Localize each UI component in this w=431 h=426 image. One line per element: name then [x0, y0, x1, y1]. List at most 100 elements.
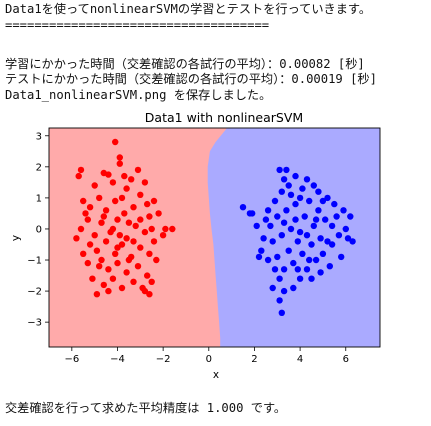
output-line-test-time: テストにかかった時間（交差確認の各試行の平均）：0.00019 [秒]	[5, 72, 377, 86]
data-point-blue	[278, 232, 285, 239]
data-point-blue	[324, 194, 331, 202]
data-point-blue	[296, 275, 304, 282]
data-point-blue	[306, 256, 313, 264]
data-point-red	[112, 197, 119, 205]
data-point-blue	[310, 222, 317, 230]
output-separator: ====================================	[5, 18, 270, 32]
data-point-red	[141, 287, 149, 295]
data-point-blue	[312, 216, 320, 223]
data-point-red	[123, 185, 130, 192]
data-point-red	[116, 232, 124, 239]
data-point-red	[159, 232, 167, 239]
data-point-blue	[290, 284, 297, 292]
data-point-red	[150, 238, 158, 245]
data-point-red	[118, 194, 126, 202]
data-point-red	[109, 275, 117, 282]
data-point-blue	[262, 216, 270, 223]
x-axis-label: x	[213, 369, 219, 381]
data-point-blue	[312, 256, 320, 264]
x-tick-label: 6	[343, 354, 349, 365]
data-point-blue	[333, 213, 340, 220]
x-tick-label: −2	[156, 354, 171, 365]
chart-svg: Data1 with nonlinearSVM −6 −4 −2 0 2 4 6 −3 −2 −1…	[10, 110, 381, 381]
data-point-red	[148, 225, 155, 233]
data-point-blue	[299, 185, 306, 192]
data-point-blue	[308, 275, 315, 282]
data-point-blue	[303, 232, 311, 239]
data-point-red	[93, 291, 101, 298]
data-point-blue	[292, 172, 299, 180]
output-line-saved: Data1_nonlinearSVM.png を保存しました。	[5, 88, 272, 102]
data-point-red	[125, 219, 133, 226]
data-point-blue	[296, 194, 304, 202]
chart: Data1 with nonlinearSVM −6 −4 −2 0 2 4 6 −3 −2 −1…	[0, 108, 431, 390]
data-point-blue	[271, 266, 279, 273]
data-point-blue	[278, 309, 285, 316]
data-point-blue	[276, 166, 283, 174]
data-point-blue	[292, 200, 299, 208]
data-point-red	[130, 204, 137, 211]
data-point-red	[96, 194, 103, 202]
data-point-blue	[317, 269, 324, 276]
data-point-blue	[340, 207, 347, 214]
data-point-blue	[271, 197, 279, 205]
data-point-red	[141, 179, 149, 186]
data-point-red	[137, 191, 144, 198]
data-point-blue	[290, 259, 297, 267]
data-point-red	[125, 256, 133, 264]
data-point-blue	[276, 275, 283, 282]
data-point-blue	[246, 210, 254, 217]
data-point-blue	[299, 250, 306, 257]
data-point-blue	[310, 182, 317, 189]
data-point-blue	[280, 287, 288, 295]
data-point-red	[150, 197, 158, 205]
data-point-red	[146, 213, 153, 220]
data-point-red	[77, 225, 85, 233]
data-point-red	[75, 172, 82, 180]
data-point-red	[84, 259, 92, 267]
output-line-accuracy: 交差確認を行って求めた平均精度は 1.000 です。	[5, 401, 287, 415]
y-tick-label: −1	[27, 256, 42, 267]
data-point-red	[134, 263, 142, 270]
data-point-red	[114, 259, 121, 267]
data-point-red	[155, 210, 162, 217]
plot-area: −6 −4 −2 0 2 4 6 −3 −2 −1 0 1 2 3	[27, 127, 381, 365]
data-point-blue	[264, 207, 272, 214]
data-point-red	[123, 235, 130, 242]
y-tick-label: 0	[36, 224, 42, 235]
data-point-blue	[308, 241, 315, 248]
data-point-blue	[319, 250, 327, 257]
data-point-blue	[287, 225, 295, 233]
data-point-red	[144, 200, 151, 208]
data-point-red	[148, 278, 155, 285]
data-point-red	[141, 228, 149, 236]
data-point-blue	[294, 238, 301, 245]
x-tick-label: 0	[206, 354, 212, 365]
data-point-blue	[274, 213, 281, 220]
data-point-blue	[285, 247, 292, 254]
data-point-blue	[280, 176, 288, 183]
data-point-red	[137, 244, 144, 251]
data-point-blue	[319, 197, 327, 205]
data-point-red	[169, 225, 176, 233]
data-point-blue	[317, 235, 324, 242]
data-point-red	[105, 171, 112, 178]
output-line-intro: Data1を使ってnonlinearSVMの学習とテストを行っていきます。	[5, 2, 372, 16]
data-point-blue	[338, 253, 345, 261]
x-tick-label: −6	[64, 354, 79, 365]
x-tick-label: 4	[297, 354, 303, 365]
data-point-red	[118, 241, 126, 248]
data-point-red	[102, 238, 110, 245]
data-point-red	[121, 210, 128, 217]
data-point-red	[146, 250, 153, 257]
data-point-red	[100, 213, 108, 220]
data-point-red	[128, 176, 135, 183]
data-point-red	[100, 281, 108, 289]
y-tick-label: −2	[27, 287, 42, 298]
output-line-train-time: 学習にかかった時間（交差確認の各試行の平均）：0.00082 [秒]	[5, 57, 365, 71]
data-point-red	[86, 204, 94, 211]
data-point-blue	[258, 247, 265, 254]
data-point-red	[112, 138, 119, 146]
data-point-blue	[331, 200, 338, 208]
data-point-red	[112, 250, 119, 257]
